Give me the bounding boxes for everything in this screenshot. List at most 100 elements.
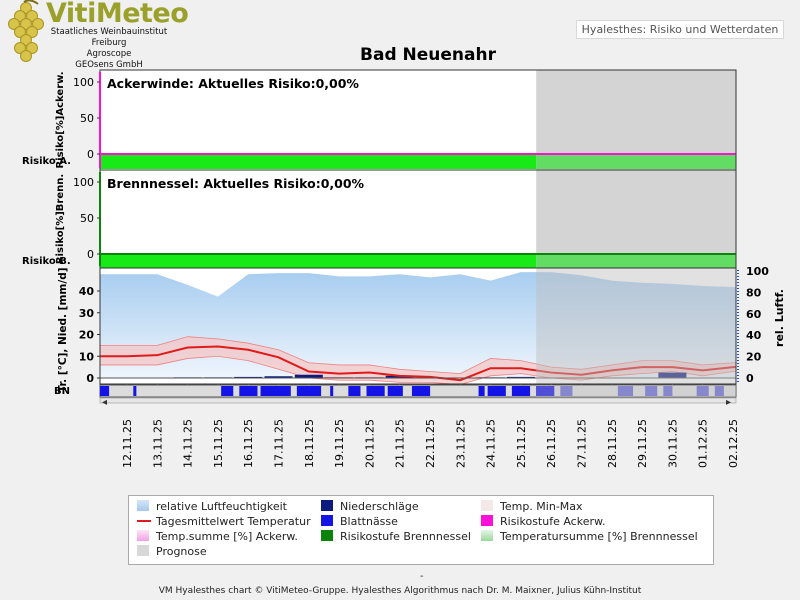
y-tick-label: 100: [73, 176, 94, 189]
grape-icon: [20, 34, 32, 46]
leaf-wetness-segment: [348, 386, 361, 396]
grape-icon: [26, 42, 38, 54]
x-tick-label: 02.12.25: [727, 419, 740, 468]
legend-item: Niederschläge: [321, 500, 419, 513]
legend-item: Blattnässe: [321, 515, 398, 528]
weather-panel-frame: [99, 267, 737, 385]
logo-sub-line: GEOsens GmbH: [75, 60, 143, 70]
y-tick-label: 30: [79, 307, 95, 320]
logo-sub-line: Staatliches Weinbauinstitut Freiburg: [50, 27, 168, 48]
legend-swatch: [321, 515, 333, 526]
grape-icon: [14, 10, 26, 22]
forecast-shade: [536, 385, 736, 397]
y-right-tick-label: 80: [746, 286, 762, 299]
x-tick-label: 30.11.25: [666, 419, 679, 468]
scroll-left-icon: ◂: [102, 397, 107, 408]
leaf-wetness-segment: [511, 386, 531, 396]
legend-swatch: [481, 500, 493, 511]
leaf-wetness-segment: [487, 386, 506, 396]
y-right-tick-label: 100: [746, 265, 769, 278]
chart-title: Bad Neuenahr: [360, 45, 497, 65]
logo-subtitle: Staatliches Weinbauinstitut Freiburg Agr…: [34, 27, 184, 71]
x-tick-label: 23.11.25: [454, 419, 467, 468]
leaf-wetness-segment: [478, 386, 485, 396]
leaf-wetness-segment: [663, 386, 673, 396]
legend-swatch: [137, 530, 149, 541]
risk-level-bar: [100, 254, 537, 269]
legend-swatch: [137, 500, 149, 511]
legend: relative Luftfeuchtigkeit Niederschläge …: [128, 495, 714, 565]
leaf-wetness-segment: [536, 386, 555, 396]
x-tick-label: 20.11.25: [363, 419, 376, 468]
forecast-shade: [536, 268, 736, 384]
x-tick-label: 18.11.25: [303, 419, 316, 468]
x-tick-label: 29.11.25: [636, 419, 649, 468]
forecast-shade: [536, 170, 736, 268]
x-tick-label: 15.11.25: [212, 419, 225, 468]
x-tick-label: 13.11.25: [151, 419, 164, 468]
mean-temperature-line: [100, 345, 736, 382]
precipitation-bar: [658, 372, 687, 378]
y-right-axis-label: rel. Luftf.: [773, 289, 786, 347]
y-axis-label: Tr. [°C], Nied. [mm/d]: [57, 267, 69, 392]
leaf-wetness-segment: [260, 386, 291, 396]
leaf-wetness-segment: [714, 386, 724, 396]
grape-stem-icon: [23, 0, 39, 5]
legend-item: Temp.summe [%] Ackerw.: [137, 530, 298, 543]
logo-sub-line: Agroscope: [86, 49, 132, 59]
y-right-tick-label: 60: [746, 308, 762, 321]
x-tick-label: 12.11.25: [121, 419, 134, 468]
leaf-wetness-segment: [239, 386, 258, 396]
legend-item: Temperatursumme [%] Brennnessel: [481, 530, 698, 543]
leaf-wetness-segment: [296, 386, 322, 396]
precipitation-bar: [506, 376, 535, 378]
x-tick-label: 14.11.25: [182, 419, 195, 468]
x-tick-label: 22.11.25: [424, 419, 437, 468]
grape-icon: [8, 18, 20, 30]
x-tick-label: 27.11.25: [576, 419, 589, 468]
grape-icon: [26, 10, 38, 22]
y-tick-label: 0: [86, 372, 94, 385]
grape-icon: [20, 18, 32, 30]
leaf-wetness-segment: [100, 386, 110, 396]
row-label: Risiko B.: [22, 256, 71, 267]
y-tick-label: 0: [87, 148, 94, 161]
leaf-wetness-segment: [411, 386, 431, 396]
legend-swatch: [481, 515, 493, 526]
grape-icon: [20, 2, 32, 14]
leaf-wetness-segment: [696, 386, 709, 396]
legend-item: Temp. Min-Max: [481, 500, 583, 513]
scroll-right-icon: ▸: [726, 397, 731, 408]
panel-label: Brennnessel: Aktuelles Risiko:0,00%: [107, 176, 365, 191]
legend-item: Risikostufe Ackerw.: [481, 515, 605, 528]
legend-swatch: [137, 520, 151, 522]
y-tick-label: 40: [79, 285, 95, 298]
leaf-wetness-segment: [387, 386, 403, 396]
risk-level-bar-forecast: [536, 154, 736, 169]
x-tick-label: 25.11.25: [515, 419, 528, 468]
legend-item: Prognose: [137, 545, 207, 558]
leaf-wetness-segment: [560, 386, 573, 396]
legend-swatch: [321, 500, 333, 511]
grape-icon: [14, 26, 26, 38]
leaf-wetness-segment: [645, 386, 658, 396]
y-right-tick-label: 0: [746, 372, 754, 385]
y-tick-label: 50: [80, 212, 94, 225]
grape-icon: [20, 50, 32, 62]
y-tick-label: 0: [87, 248, 94, 261]
logo-title: VitiMeteo: [46, 0, 189, 29]
panel-label: Ackerwinde: Aktuelles Risiko:0,00%: [107, 76, 359, 91]
precipitation-bar: [234, 376, 263, 378]
leaf-wetness-segment: [133, 386, 137, 396]
y-tick-label: 50: [80, 112, 94, 125]
legend-swatch: [481, 530, 493, 541]
leaf-wetness-segment: [617, 386, 634, 396]
legend-swatch: [321, 530, 333, 541]
leaf-wetness-segment: [366, 386, 385, 396]
row-label: Risiko A.: [22, 156, 71, 167]
top-link-button[interactable]: Hyalesthes: Risiko und Wetterdaten: [576, 20, 784, 39]
leaf-wetness-segment: [221, 386, 234, 396]
y-axis-label: Risiko[%]Ackerw.: [55, 71, 66, 168]
x-tick-label: 17.11.25: [273, 419, 286, 468]
x-tick-label: 01.12.25: [697, 419, 710, 468]
